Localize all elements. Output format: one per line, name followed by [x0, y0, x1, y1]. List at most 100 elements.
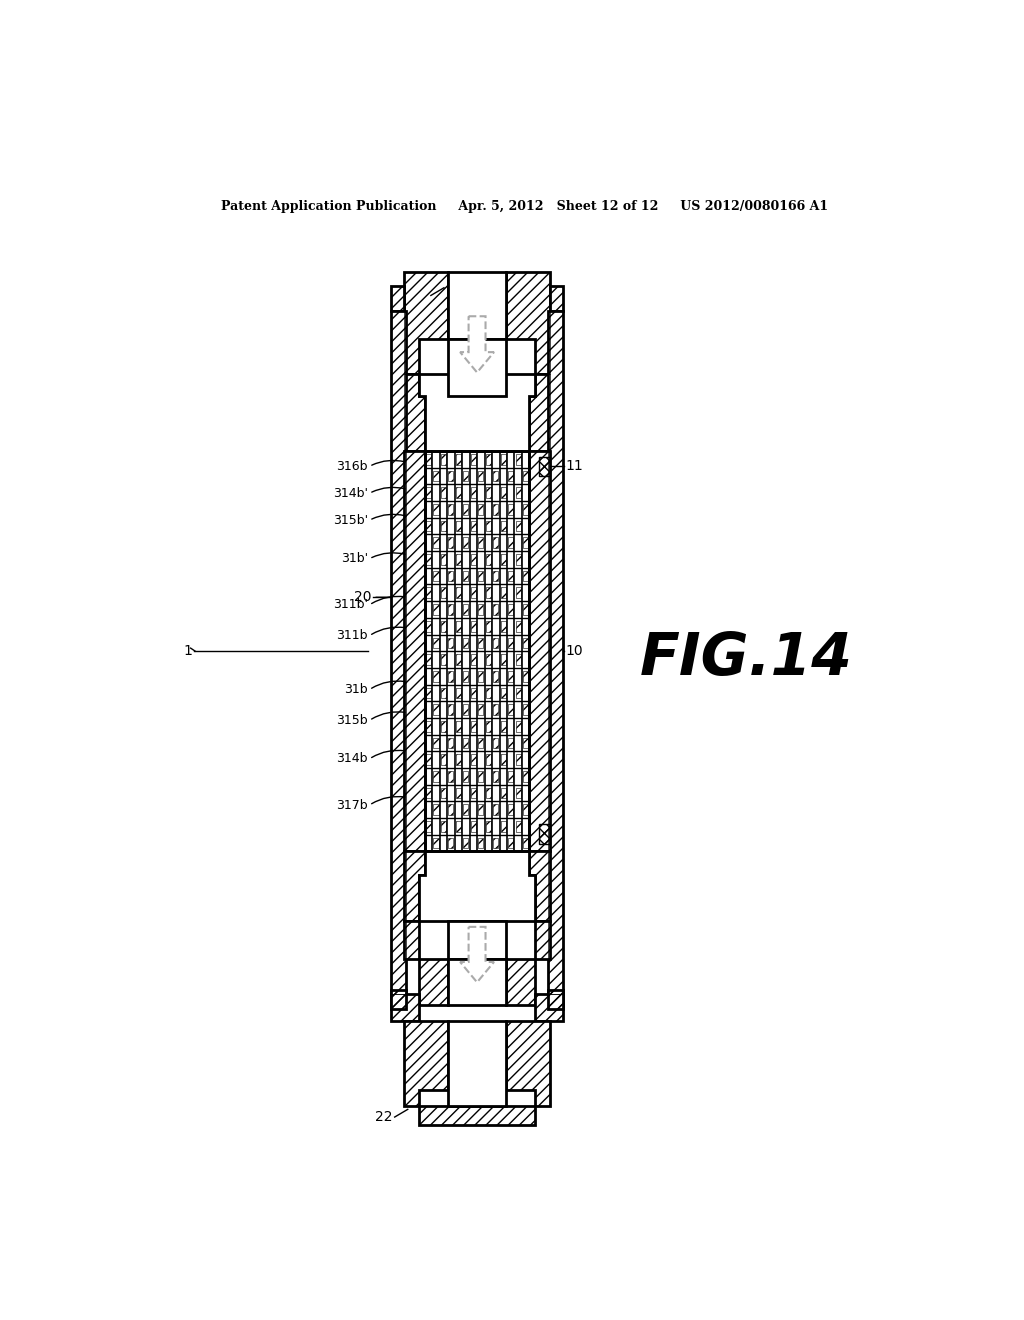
- Bar: [478, 771, 483, 781]
- Bar: [471, 620, 476, 631]
- Bar: [433, 537, 438, 548]
- Polygon shape: [535, 921, 550, 960]
- Bar: [501, 487, 506, 498]
- Bar: [440, 520, 446, 532]
- Bar: [440, 487, 446, 498]
- Bar: [494, 638, 499, 648]
- Bar: [456, 655, 461, 665]
- Bar: [501, 754, 506, 766]
- Bar: [478, 738, 483, 748]
- Bar: [471, 788, 476, 799]
- Bar: [523, 570, 528, 582]
- Bar: [471, 454, 476, 465]
- Bar: [508, 504, 513, 515]
- Bar: [515, 754, 521, 766]
- Bar: [523, 671, 528, 681]
- Bar: [456, 788, 461, 799]
- Bar: [548, 990, 563, 1010]
- Bar: [456, 688, 461, 698]
- Bar: [515, 520, 521, 532]
- Text: 31b: 31b: [344, 684, 368, 696]
- Bar: [478, 570, 483, 582]
- Bar: [471, 554, 476, 565]
- Bar: [508, 605, 513, 615]
- Bar: [485, 788, 490, 799]
- Bar: [508, 638, 513, 648]
- Bar: [471, 487, 476, 498]
- Bar: [440, 788, 446, 799]
- Bar: [456, 454, 461, 465]
- Bar: [447, 272, 506, 339]
- Bar: [440, 754, 446, 766]
- Bar: [548, 312, 563, 994]
- Bar: [494, 838, 499, 849]
- Bar: [540, 825, 550, 843]
- Text: 1: 1: [183, 644, 193, 659]
- Polygon shape: [506, 1020, 550, 1106]
- Bar: [463, 570, 468, 582]
- Bar: [501, 721, 506, 731]
- Bar: [425, 451, 529, 851]
- Bar: [501, 454, 506, 465]
- Bar: [463, 771, 468, 781]
- Bar: [508, 804, 513, 814]
- Bar: [433, 838, 438, 849]
- Bar: [501, 520, 506, 532]
- Bar: [456, 487, 461, 498]
- Bar: [478, 804, 483, 814]
- Bar: [449, 605, 454, 615]
- Bar: [433, 671, 438, 681]
- Bar: [523, 537, 528, 548]
- Bar: [485, 554, 490, 565]
- Bar: [449, 838, 454, 849]
- Bar: [494, 738, 499, 748]
- Bar: [478, 838, 483, 849]
- Bar: [426, 454, 431, 465]
- Polygon shape: [460, 317, 494, 372]
- Bar: [478, 504, 483, 515]
- Bar: [501, 554, 506, 565]
- Bar: [515, 655, 521, 665]
- Bar: [501, 587, 506, 598]
- Bar: [494, 504, 499, 515]
- Polygon shape: [529, 851, 550, 921]
- Text: 30: 30: [452, 381, 469, 396]
- Bar: [440, 620, 446, 631]
- Bar: [447, 1020, 506, 1105]
- Bar: [515, 788, 521, 799]
- Bar: [419, 1106, 535, 1125]
- Bar: [449, 537, 454, 548]
- Bar: [478, 605, 483, 615]
- Polygon shape: [529, 374, 550, 451]
- Bar: [548, 990, 563, 1010]
- Bar: [478, 638, 483, 648]
- Bar: [485, 620, 490, 631]
- Text: 314b': 314b': [333, 487, 368, 500]
- Bar: [440, 655, 446, 665]
- Polygon shape: [460, 927, 494, 982]
- Bar: [463, 605, 468, 615]
- Text: Patent Application Publication     Apr. 5, 2012   Sheet 12 of 12     US 2012/008: Patent Application Publication Apr. 5, 2…: [221, 199, 828, 213]
- Bar: [471, 721, 476, 731]
- Bar: [449, 771, 454, 781]
- Bar: [515, 487, 521, 498]
- Text: 315b': 315b': [333, 513, 368, 527]
- Bar: [440, 821, 446, 832]
- Polygon shape: [403, 272, 447, 374]
- Bar: [508, 671, 513, 681]
- Bar: [433, 570, 438, 582]
- Bar: [463, 804, 468, 814]
- Bar: [471, 655, 476, 665]
- Text: 21: 21: [446, 279, 464, 293]
- Bar: [449, 570, 454, 582]
- Bar: [501, 688, 506, 698]
- Bar: [426, 587, 431, 598]
- Bar: [523, 605, 528, 615]
- Bar: [426, 655, 431, 665]
- Bar: [391, 312, 407, 994]
- Bar: [471, 688, 476, 698]
- Bar: [485, 721, 490, 731]
- Bar: [508, 738, 513, 748]
- Bar: [449, 804, 454, 814]
- Bar: [485, 821, 490, 832]
